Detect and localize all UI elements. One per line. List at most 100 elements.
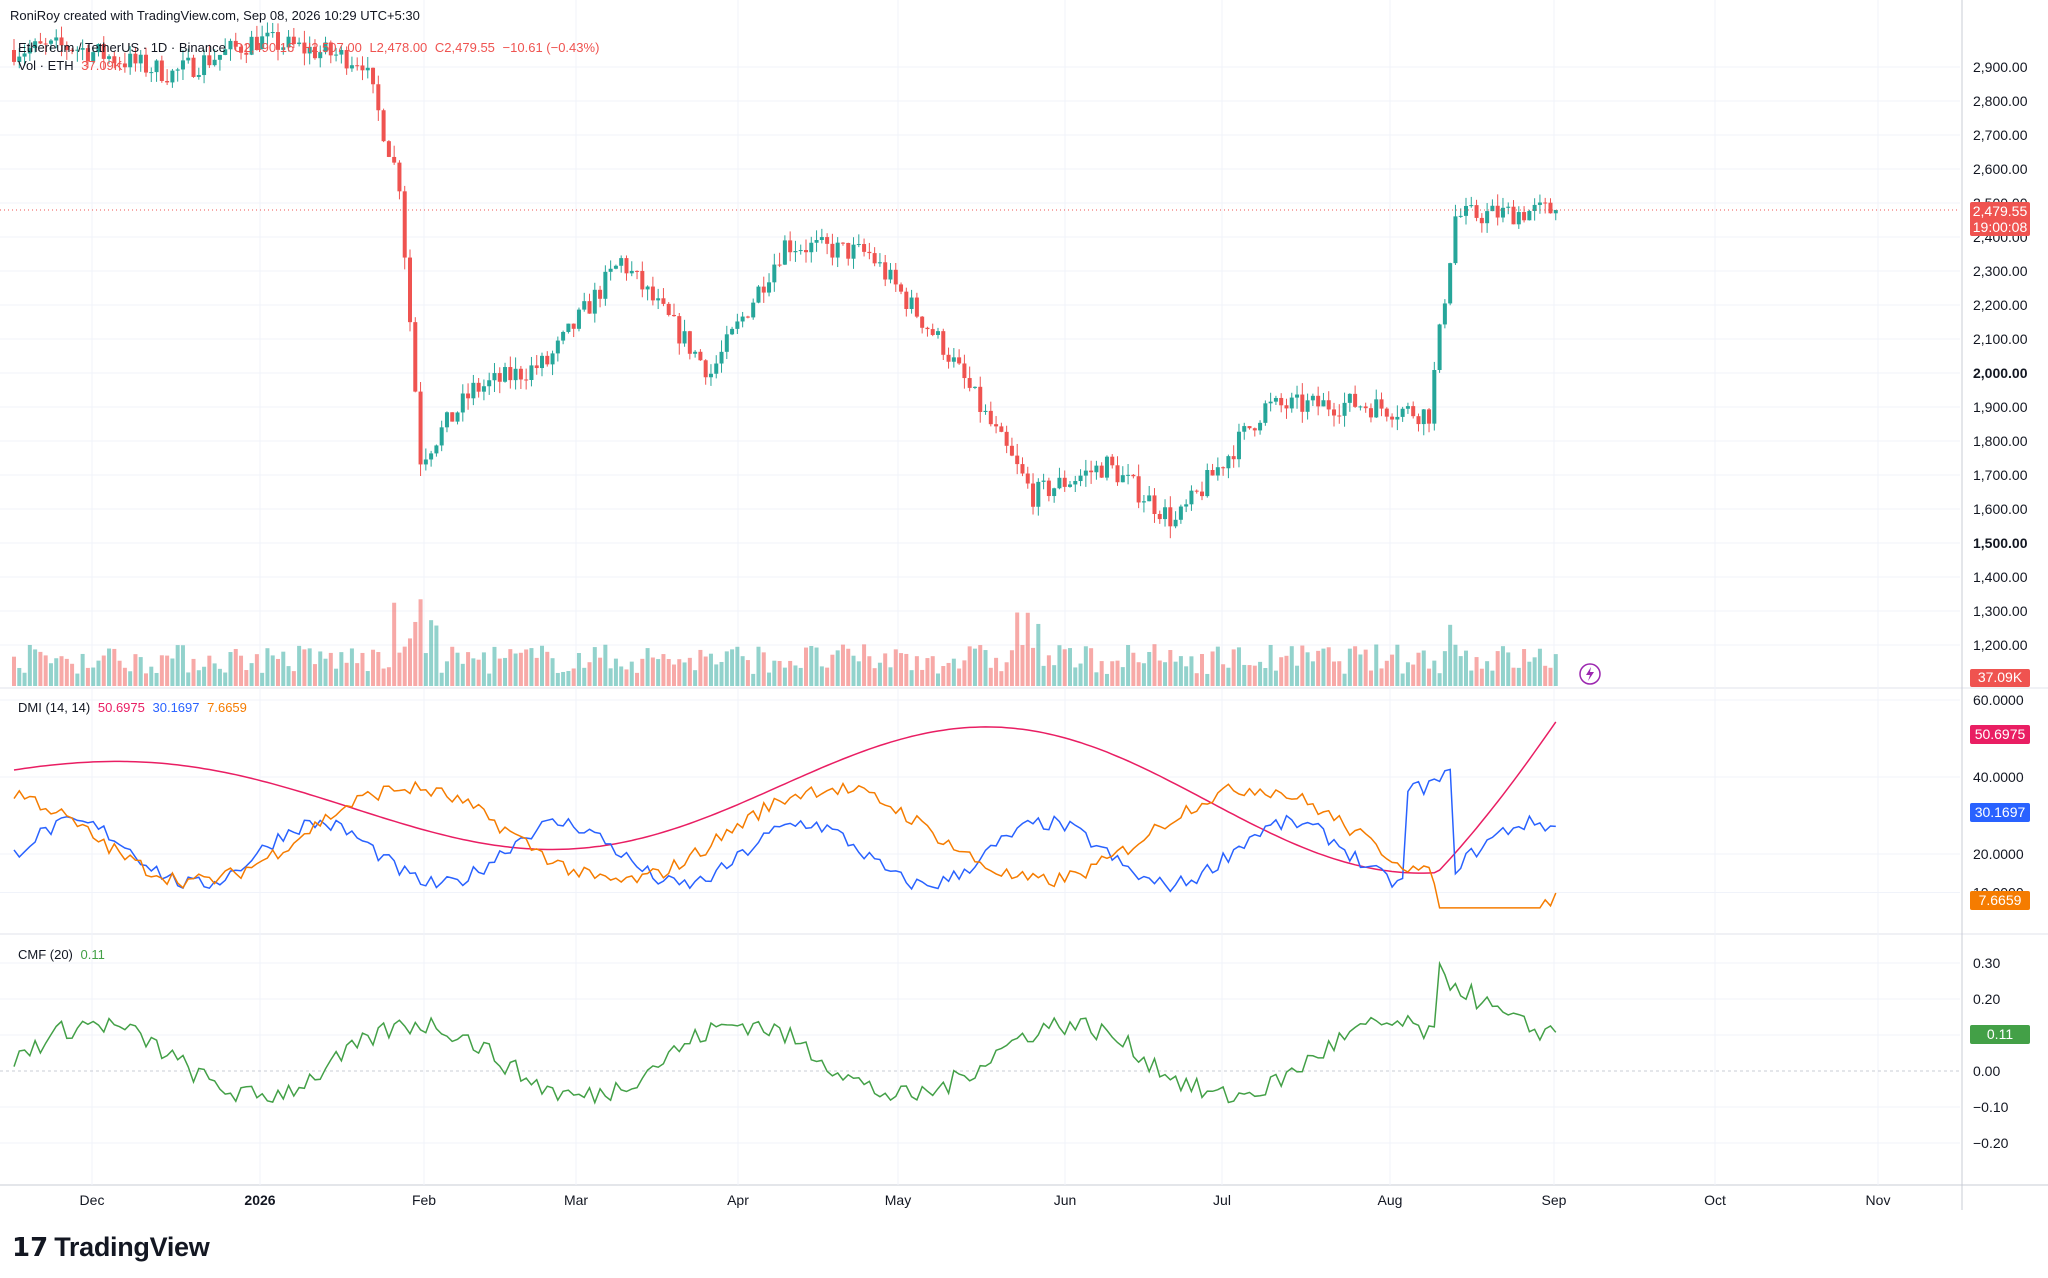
volume-bar [592, 647, 597, 686]
volume-bar [1157, 660, 1162, 686]
candle-body [767, 282, 772, 293]
volume-bar [761, 652, 766, 686]
price-tick-label: 1,300.00 [1973, 603, 2028, 619]
candle-body [819, 237, 824, 241]
volume-bar [265, 648, 270, 686]
volume-bar [1205, 673, 1210, 686]
price-tick-label: 2,600.00 [1973, 161, 2028, 177]
candle-body [524, 379, 529, 381]
volume-bar [1379, 668, 1384, 686]
candle-body [180, 60, 185, 70]
volume-bar [1031, 647, 1036, 686]
volume-bar [1178, 656, 1183, 686]
candle-body [27, 48, 32, 54]
volume-value: 37.09K [81, 58, 123, 73]
volume-bar [1131, 652, 1136, 686]
dmi-legend[interactable]: DMI (14, 14) 50.6975 30.1697 7.6659 [18, 700, 251, 715]
volume-bar [608, 668, 613, 686]
candle-body [1300, 394, 1305, 412]
price-tick-label: 1,400.00 [1973, 569, 2028, 585]
candle-body [835, 242, 840, 258]
time-axis-label: Sep [1542, 1192, 1567, 1208]
volume-bar [893, 649, 898, 686]
candle-body [687, 331, 692, 354]
candle-body [439, 427, 444, 446]
candle-body [1289, 397, 1294, 409]
volume-bar [967, 646, 972, 686]
volume-bar [212, 663, 217, 686]
candle-body [1025, 473, 1030, 484]
candle-body [867, 251, 872, 254]
volume-bar [12, 656, 16, 686]
candle-body [376, 84, 381, 111]
volume-bar [587, 662, 592, 686]
tradingview-wordmark: TradingView [54, 1232, 210, 1262]
candle-body [756, 286, 761, 303]
volume-bar [1490, 670, 1495, 686]
volume-bar [677, 659, 682, 686]
candle-body [1469, 205, 1474, 207]
candle-body [349, 65, 354, 69]
candle-body [1437, 324, 1442, 370]
candles-group [12, 22, 1558, 539]
volume-legend[interactable]: Vol · ETH 37.09K [18, 58, 126, 73]
volume-bar [1295, 665, 1300, 686]
volume-bar [930, 656, 935, 686]
candle-body [1516, 212, 1521, 225]
volume-bar [650, 657, 655, 686]
candle-body [598, 289, 603, 299]
volume-bar [687, 657, 692, 686]
volume-bar [1068, 648, 1072, 686]
symbol-legend[interactable]: Ethereum / TetherUS · 1D · Binance O2,49… [18, 40, 603, 55]
volume-bar [988, 667, 993, 686]
cmf-legend[interactable]: CMF (20) 0.11 [18, 947, 109, 962]
volume-bar [1495, 651, 1500, 686]
candle-body [888, 269, 893, 280]
candle-body [1163, 507, 1168, 520]
tradingview-brand[interactable]: 17 TradingView [12, 1232, 210, 1263]
volume-bar [96, 660, 101, 686]
candle-body [450, 412, 455, 422]
volume-bar [1110, 661, 1115, 686]
countdown-text: 19:00:08 [1972, 219, 2028, 235]
volume-bar [1511, 667, 1516, 686]
candle-body [339, 49, 344, 55]
volume-bar [1083, 646, 1088, 686]
volume-bar [508, 649, 513, 686]
cmf-tick-label: −0.10 [1973, 1099, 2009, 1115]
candle-body [1184, 504, 1189, 507]
candle-body [951, 357, 956, 362]
price-tick-label: 1,900.00 [1973, 399, 2028, 415]
last-price-text: 2,479.55 [1972, 203, 2028, 219]
volume-bar [1543, 665, 1548, 686]
volume-bar [624, 669, 629, 686]
candle-body [1200, 491, 1204, 497]
candle-body [624, 258, 629, 274]
candle-body [761, 286, 766, 293]
volume-bar [1384, 660, 1389, 686]
volume-bar [951, 658, 956, 686]
change-value: −10.61 (−0.43%) [502, 40, 600, 55]
candle-body [202, 55, 207, 76]
symbol-name[interactable]: Ethereum / TetherUS · 1D · Binance [18, 40, 226, 55]
candle-body [481, 386, 486, 392]
candle-body [1057, 477, 1062, 489]
volume-bar [276, 658, 280, 686]
candle-body [1236, 431, 1241, 460]
volume-bar [1141, 663, 1146, 686]
candle-body [571, 323, 576, 329]
candle-body [1089, 470, 1094, 473]
candle-body [249, 36, 254, 55]
volume-bar [534, 657, 539, 686]
candle-body [413, 322, 418, 392]
volume-bar [1289, 646, 1294, 686]
volume-bar [286, 666, 291, 686]
candle-body [323, 42, 328, 53]
candle-body [228, 40, 233, 50]
time-axis-label: Mar [564, 1192, 588, 1208]
volume-bar [381, 668, 386, 686]
volume-bar [1210, 651, 1215, 686]
time-axis-label: Jun [1054, 1192, 1077, 1208]
candle-body [397, 162, 402, 192]
